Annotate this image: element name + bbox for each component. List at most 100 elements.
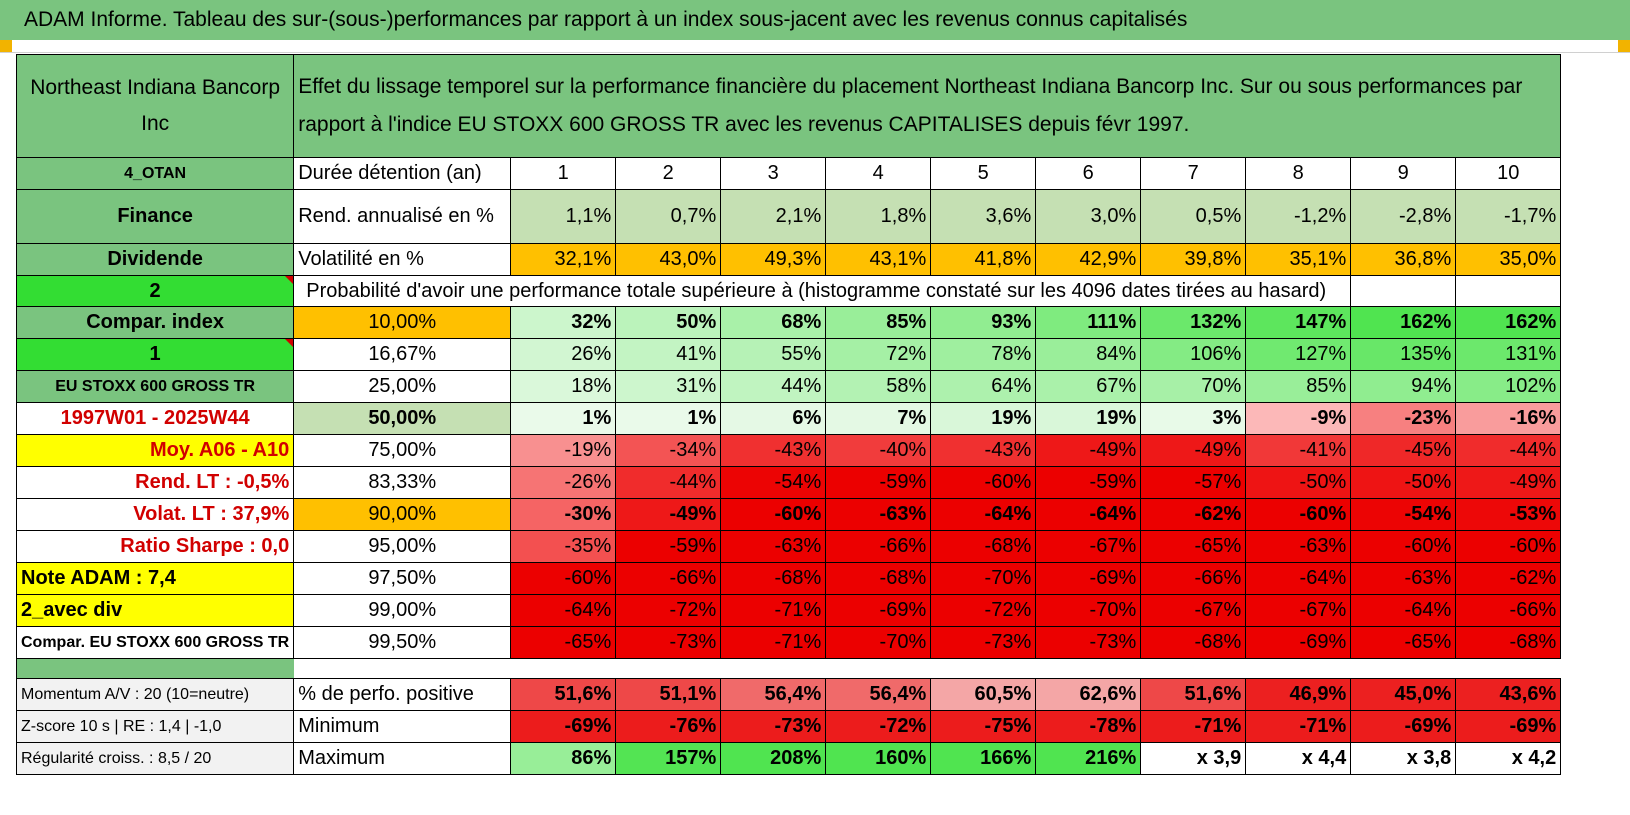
percentile-value: 102% — [1455, 370, 1562, 403]
year-cell: 4 — [825, 157, 932, 190]
duree-label: Durée détention (an) — [293, 157, 512, 190]
percentile-value: -65% — [1350, 626, 1457, 659]
years-row: 4_OTAN Durée détention (an) 1 2 3 4 5 6 … — [15, 157, 1562, 190]
percentile-value: 135% — [1350, 338, 1457, 371]
percentile-value: -19% — [510, 434, 617, 467]
percentile-row: 1 16,67% 26% 41% 55% 72% 78% 84% 106% 127% 135% 131… — [15, 338, 1562, 371]
percentile-value: -60% — [510, 562, 617, 595]
header-row: Northeast Indiana Bancorp Inc Effet du l… — [15, 54, 1562, 158]
year-cell: 9 — [1350, 157, 1457, 190]
footer-value: 46,9% — [1245, 678, 1352, 711]
percentile-value: -68% — [930, 530, 1037, 563]
footer-label: Minimum — [293, 710, 512, 743]
footer-value: 157% — [615, 742, 722, 775]
footer-value: -71% — [1140, 710, 1247, 743]
percentile-row: Compar. EU STOXX 600 GROSS TR 99,50% -65% -… — [15, 626, 1562, 659]
percentile-value: -40% — [825, 434, 932, 467]
percentile-value: -70% — [930, 562, 1037, 595]
percentile-value: -53% — [1455, 498, 1562, 531]
rend-value: 0,7% — [615, 189, 722, 244]
moy-cell: Moy. A06 - A10 — [15, 434, 295, 467]
percentile-value: -35% — [510, 530, 617, 563]
percentile-row: Ratio Sharpe : 0,0 95,00% -35% -59% -63% -66%… — [15, 530, 1562, 563]
footer-metric: Régularité croiss. : 8,5 / 20 — [15, 742, 295, 775]
percentile-row: Compar. index 10,00% 32% 50% 68% 85% 93% 111% 13… — [15, 306, 1562, 339]
percentile-label: 16,67% — [293, 338, 512, 371]
separator-cell — [15, 658, 294, 679]
footer-value: 51,1% — [615, 678, 722, 711]
vol-value: 35,1% — [1245, 243, 1352, 276]
percentile-value: -70% — [825, 626, 932, 659]
percentile-value: -68% — [1455, 626, 1562, 659]
percentile-value: 67% — [1035, 370, 1142, 403]
percentile-value: 1% — [510, 402, 617, 435]
footer-value: 56,4% — [720, 678, 827, 711]
percentile-value: -44% — [1455, 434, 1562, 467]
percentile-value: 44% — [720, 370, 827, 403]
footer-value: x 3,8 — [1350, 742, 1457, 775]
percentile-value: -69% — [1035, 562, 1142, 595]
percentile-row: Rend. LT : -0,5% 83,33% -26% -44% -54% -59% -6… — [15, 466, 1562, 499]
footer-value: 208% — [720, 742, 827, 775]
percentile-value: -34% — [615, 434, 722, 467]
percentile-value: -67% — [1035, 530, 1142, 563]
percentile-label: 25,00% — [293, 370, 512, 403]
percentile-value: 70% — [1140, 370, 1247, 403]
percentile-value: -45% — [1350, 434, 1457, 467]
percentile-value: -30% — [510, 498, 617, 531]
footer-value: 160% — [825, 742, 932, 775]
footer-value: 60,5% — [930, 678, 1037, 711]
percentile-value: 50% — [615, 306, 722, 339]
percentile-value: -59% — [825, 466, 932, 499]
index-name-cell: EU STOXX 600 GROSS TR — [15, 370, 295, 403]
percentile-value: -9% — [1245, 402, 1352, 435]
percentile-value: 55% — [720, 338, 827, 371]
year-cell: 2 — [615, 157, 722, 190]
percentile-value: -64% — [1245, 562, 1352, 595]
percentile-label: 97,50% — [293, 562, 512, 595]
percentile-value: -66% — [1455, 594, 1562, 627]
percentile-value: -73% — [1035, 626, 1142, 659]
footer-value: -69% — [1455, 710, 1562, 743]
percentile-value: -43% — [720, 434, 827, 467]
percentile-value: -64% — [1350, 594, 1457, 627]
vol-row: Dividende Volatilité en % 32,1% 43,0% 49… — [15, 243, 1562, 276]
vol-value: 39,8% — [1140, 243, 1247, 276]
percentile-value: -49% — [1035, 434, 1142, 467]
percentile-value: -62% — [1140, 498, 1247, 531]
note-adam-cell: Note ADAM : 7,4 — [15, 562, 295, 595]
percentile-value: -70% — [1035, 594, 1142, 627]
code-cell: 4_OTAN — [15, 157, 295, 190]
rend-lt-cell: Rend. LT : -0,5% — [15, 466, 295, 499]
percentile-value: 64% — [930, 370, 1037, 403]
index-mode-selector[interactable]: 1 — [15, 338, 295, 371]
report-title: ADAM Informe. Tableau des sur-(sous-)per… — [0, 0, 1630, 40]
percentile-value: 78% — [930, 338, 1037, 371]
year-cell: 10 — [1455, 157, 1562, 190]
percentile-value: -57% — [1140, 466, 1247, 499]
percentile-value: 72% — [825, 338, 932, 371]
percentile-value: -43% — [930, 434, 1037, 467]
percentile-label: 95,00% — [293, 530, 512, 563]
mode-selector[interactable]: 2 — [15, 275, 295, 307]
rend-value: -1,7% — [1455, 189, 1562, 244]
rend-value: 3,0% — [1035, 189, 1142, 244]
percentile-value: -67% — [1245, 594, 1352, 627]
percentile-value: -60% — [930, 466, 1037, 499]
percentile-row: 1997W01 - 2025W44 50,00% 1% 1% 6% 7% 19% 19% 3% -… — [15, 402, 1562, 435]
compar-index-cell: Compar. index — [15, 306, 295, 339]
percentile-value: -41% — [1245, 434, 1352, 467]
percentile-value: -72% — [615, 594, 722, 627]
percentile-value: -69% — [1245, 626, 1352, 659]
footer-value: -69% — [1350, 710, 1457, 743]
year-cell: 6 — [1035, 157, 1142, 190]
year-cell: 3 — [720, 157, 827, 190]
percentile-row: Moy. A06 - A10 75,00% -19% -34% -43% -40% -43%… — [15, 434, 1562, 467]
footer-value: -73% — [720, 710, 827, 743]
vol-label: Volatilité en % — [293, 243, 512, 276]
footer-value: 86% — [510, 742, 617, 775]
footer-value: -72% — [825, 710, 932, 743]
rend-value: 2,1% — [720, 189, 827, 244]
footer-value: -78% — [1035, 710, 1142, 743]
percentile-value: -63% — [825, 498, 932, 531]
